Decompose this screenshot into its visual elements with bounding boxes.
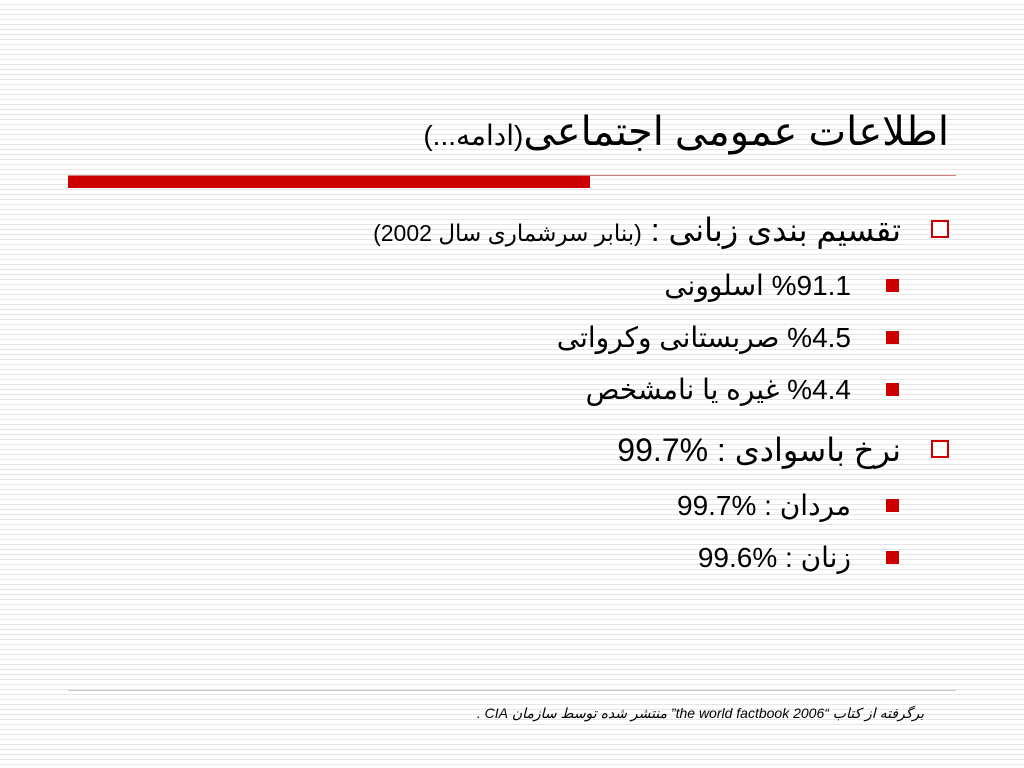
slide-title-main: اطلاعات عمومی اجتماعی [523,110,949,154]
filled-square-bullet-icon [886,331,899,344]
title-accent-bar [68,176,590,188]
bullet-main-text: نرخ باسوادی : %99.7 [617,432,901,468]
bullet-language-distribution: تقسیم بندی زبانی : (بنابر سرشماری سال 20… [373,208,949,255]
source-footnote: برگرفته از کتاب “the world factbook 2006… [476,705,924,721]
sub-bullet-other: %4.4 غیره یا نامشخص [585,370,899,410]
sub-bullet-text: زنان : %99.6 [697,542,851,573]
filled-square-bullet-icon [886,551,899,564]
hollow-square-bullet-icon [931,220,949,238]
sub-bullet-slovene: %91.1 اسلوونی [664,266,899,306]
filled-square-bullet-icon [886,279,899,292]
hollow-square-bullet-icon [931,440,949,458]
sub-bullet-men: مردان : %99.7 [677,486,899,526]
title-underline-rule [68,175,956,176]
bullet-literacy-rate: نرخ باسوادی : %99.7 [617,428,949,472]
filled-square-bullet-icon [886,499,899,512]
bullet-note-text: (بنابر سرشماری سال 2002) [373,220,642,246]
sub-bullet-text: %4.4 غیره یا نامشخص [585,374,851,405]
slide-title: اطلاعات عمومی اجتماعی(ادامه...) [69,104,949,164]
bullet-main-text: تقسیم بندی زبانی : [641,212,901,248]
sub-bullet-text: %4.5 صربستانی وکرواتی [556,322,851,353]
slide-title-suffix: (ادامه...) [423,120,524,151]
sub-bullet-text: %91.1 اسلوونی [664,270,851,301]
filled-square-bullet-icon [886,383,899,396]
sub-bullet-women: زنان : %99.6 [697,538,899,578]
footer-divider [68,690,956,691]
sub-bullet-text: مردان : %99.7 [677,490,851,521]
sub-bullet-serbo-croatian: %4.5 صربستانی وکرواتی [556,318,899,358]
